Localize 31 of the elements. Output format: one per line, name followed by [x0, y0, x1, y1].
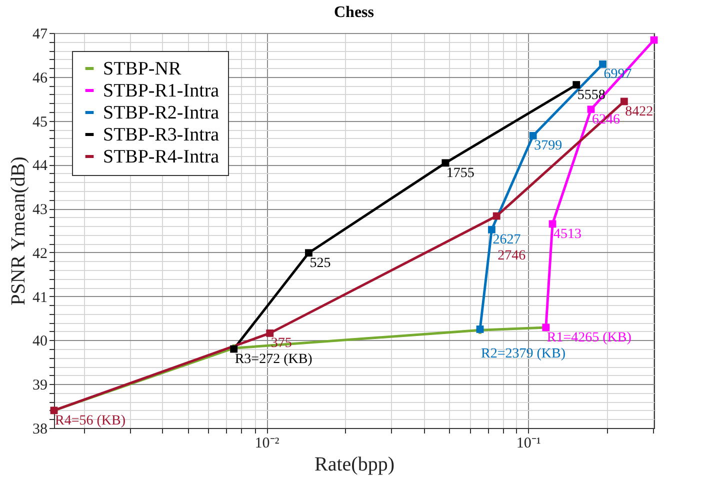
- annotation: 2746: [498, 248, 526, 264]
- annotation: 1755: [446, 166, 474, 181]
- annotation: 8422: [625, 104, 654, 120]
- y-tick-label: 45: [32, 114, 48, 130]
- legend-label: STBP-R4-Intra: [103, 146, 220, 168]
- y-tick-label: 38: [32, 422, 48, 438]
- y-tick-label: 43: [32, 202, 48, 218]
- x-tick-label: 10⁻²: [254, 436, 280, 452]
- y-axis-title: PSNR Ymean(dB): [8, 156, 30, 306]
- y-tick-label: 42: [32, 246, 48, 262]
- annotation: R3=272 (KB): [234, 352, 313, 367]
- y-tick-label: 41: [32, 290, 48, 306]
- y-tick-label: 46: [32, 70, 48, 86]
- annotation: R4=56 (KB): [55, 413, 126, 428]
- annotation: R2=2379 (KB): [481, 346, 566, 362]
- y-tick-label: 39: [32, 378, 48, 394]
- x-tick-label: 10⁻¹: [516, 436, 541, 452]
- legend-label: STBP-R2-Intra: [103, 102, 220, 124]
- y-tick-label: 40: [32, 334, 48, 350]
- legend-label: STBP-R1-Intra: [103, 80, 220, 102]
- annotation: R1=4265 (KB): [546, 330, 632, 346]
- x-axis-title: Rate(bpp): [314, 454, 394, 476]
- y-tick-label: 47: [32, 26, 48, 42]
- annotation: 2627: [492, 232, 521, 248]
- legend-label: STBP-NR: [103, 58, 182, 80]
- annotation: 3799: [534, 138, 562, 154]
- legend-label: STBP-R3-Intra: [103, 124, 220, 146]
- annotation: 4513: [554, 226, 582, 242]
- chart-title: Chess: [334, 4, 374, 21]
- y-tick-label: 44: [32, 158, 48, 174]
- annotation: 525: [310, 256, 331, 271]
